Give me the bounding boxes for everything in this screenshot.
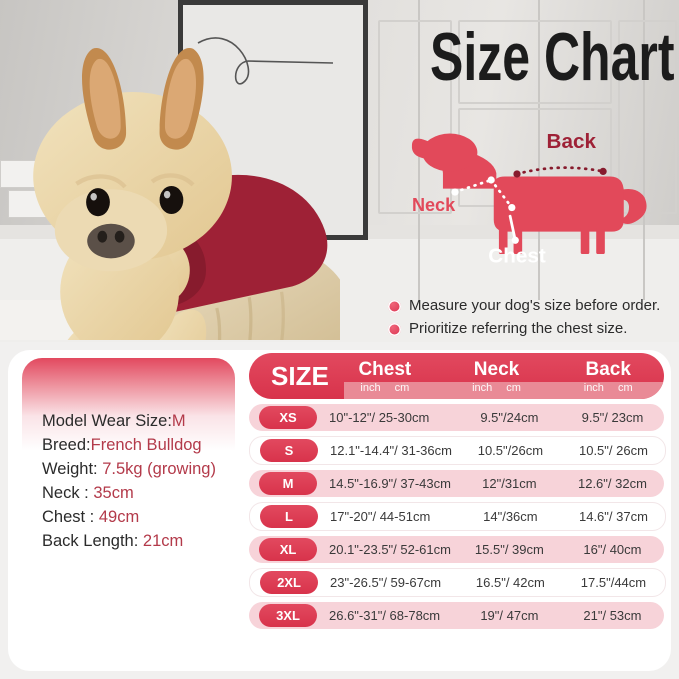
svg-text:Chest: Chest xyxy=(488,245,546,268)
svg-text:Neck: Neck xyxy=(412,195,456,215)
svg-text:Back: Back xyxy=(547,130,597,153)
